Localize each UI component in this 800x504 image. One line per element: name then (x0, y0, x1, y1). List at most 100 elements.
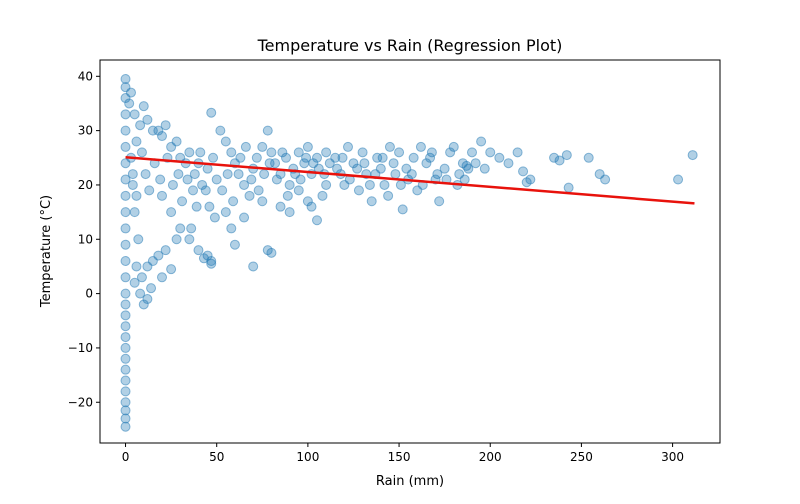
scatter-point (257, 196, 268, 207)
scatter-point (177, 196, 188, 207)
scatter-point (129, 277, 140, 288)
scatter-point (226, 147, 237, 158)
scatter-point (343, 141, 353, 152)
scatter-point (518, 166, 529, 177)
scatter-point (384, 141, 395, 152)
y-axis-label: Temperature (°C) (39, 195, 54, 308)
chart-title: Temperature vs Rain (Regression Plot) (257, 36, 563, 55)
scatter-point (120, 272, 131, 283)
scatter-point (406, 169, 417, 180)
scatter-point (352, 163, 363, 174)
y-tick-label: −10 (68, 341, 93, 355)
scatter-point (120, 364, 131, 375)
scatter-point (494, 152, 505, 163)
scatter-point (377, 152, 388, 163)
scatter-point (120, 397, 131, 408)
scatter-point (434, 196, 445, 207)
scatter-point (209, 212, 220, 223)
scatter-point (353, 185, 364, 196)
scatter-point (251, 152, 262, 163)
scatter-point (157, 272, 167, 283)
scatter-point (120, 310, 131, 321)
scatter-point (293, 185, 304, 196)
scatter-point (408, 152, 419, 163)
scatter-point (131, 136, 142, 147)
scatter-point (175, 223, 186, 234)
scatter-point (211, 174, 222, 185)
scatter-point (146, 283, 157, 294)
scatter-point (275, 201, 286, 212)
scatter-point (390, 169, 401, 180)
scatter-point (262, 125, 273, 136)
scatter-point (439, 163, 450, 174)
x-axis-label: Rain (mm) (376, 474, 444, 489)
scatter-point (206, 258, 217, 269)
scatter-point (126, 87, 136, 98)
x-axis: 0 50 100 150 200 250 300 (122, 443, 684, 464)
scatter-point (503, 158, 514, 169)
scatter-point (195, 147, 206, 158)
scatter-point (120, 223, 131, 234)
scatter-point (120, 288, 131, 299)
scatter-point (202, 163, 213, 174)
scatter-point (197, 179, 208, 190)
scatter-point (136, 272, 147, 283)
scatter-point (549, 152, 560, 163)
scatter-point (467, 147, 477, 158)
scatter-point (138, 101, 149, 112)
scatter-point (600, 174, 611, 185)
scatter-point (470, 158, 481, 169)
scatter-point (312, 152, 322, 163)
scatter-point (142, 261, 153, 272)
scatter-point (120, 353, 131, 364)
scatter-point (147, 125, 158, 136)
scatter-point (153, 125, 164, 136)
scatter-point (525, 174, 536, 185)
scatter-point (204, 201, 215, 212)
scatter-point (206, 256, 217, 267)
scatter-point (277, 147, 288, 158)
scatter-point (253, 185, 264, 196)
x-tick-label: 0 (122, 450, 130, 464)
scatter-point (208, 152, 219, 163)
scatter-point (120, 299, 131, 310)
scatter-point (120, 256, 131, 267)
scatter-point (364, 179, 375, 190)
scatter-point (120, 332, 131, 343)
scatter-point (395, 179, 406, 190)
scatter-point (133, 234, 144, 245)
scatter-point (120, 375, 131, 386)
scatter-point (167, 179, 178, 190)
scatter-point (248, 261, 259, 272)
regression-line (125, 155, 695, 205)
scatter-point (415, 141, 426, 152)
scatter-point (120, 413, 131, 424)
scatter-point (463, 163, 474, 174)
x-tick-label: 150 (388, 450, 411, 464)
scatter-point (182, 174, 193, 185)
scatter-point (144, 185, 155, 196)
scatter-point (397, 204, 408, 215)
scatter-point (193, 245, 204, 256)
x-tick-label: 100 (296, 450, 319, 464)
scatter-point (228, 196, 239, 207)
scatter-point (142, 294, 153, 305)
scatter-points (120, 74, 698, 432)
x-tick-label: 300 (661, 450, 684, 464)
y-axis: −20 −10 0 10 20 30 40 (68, 69, 100, 409)
scatter-point (561, 150, 572, 161)
scatter-point (120, 190, 131, 201)
scatter-point (142, 114, 153, 125)
scatter-point (479, 163, 490, 174)
scatter-point (312, 215, 322, 226)
scatter-point (673, 174, 684, 185)
plot-area-frame (99, 59, 721, 444)
scatter-point (171, 136, 182, 147)
scatter-point (270, 158, 281, 169)
y-tick-label: 40 (78, 69, 93, 83)
scatter-point (135, 120, 146, 131)
scatter-point (124, 98, 135, 109)
scatter-point (240, 141, 251, 152)
